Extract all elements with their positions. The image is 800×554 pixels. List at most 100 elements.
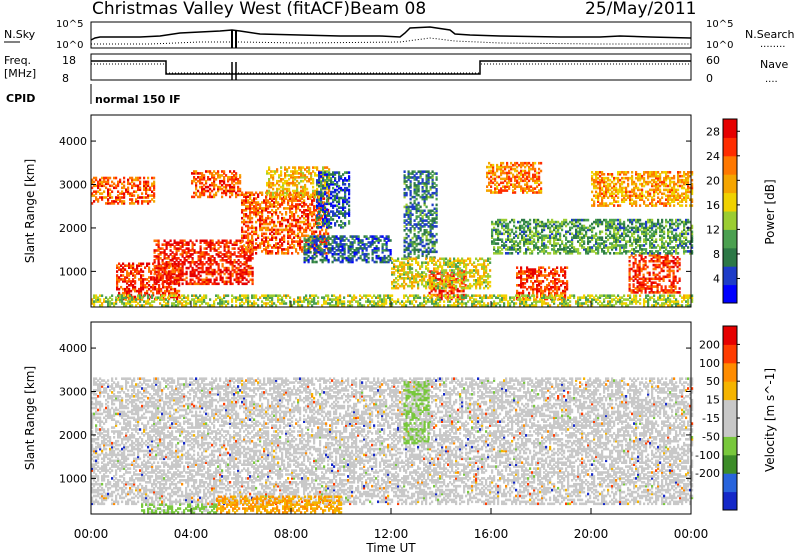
- pixel: [320, 204, 323, 208]
- pixel: [671, 176, 674, 180]
- pixel: [425, 257, 428, 261]
- pixel: [307, 207, 310, 210]
- pixel: [419, 267, 422, 270]
- pixel: [483, 267, 486, 270]
- pixel: [337, 252, 340, 256]
- pixel: [281, 213, 284, 216]
- pixel: [401, 284, 404, 288]
- pixel: [667, 176, 670, 180]
- pixel: [459, 259, 462, 262]
- pixel: [456, 293, 459, 297]
- pixel: [318, 192, 321, 196]
- pixel: [645, 196, 648, 199]
- pixel: [241, 191, 244, 195]
- pixel: [303, 251, 306, 254]
- pixel: [554, 282, 557, 285]
- pixel: [203, 239, 206, 243]
- pixel: [429, 259, 432, 262]
- pixel: [153, 276, 156, 280]
- pixel: [500, 167, 503, 171]
- pixel: [137, 184, 140, 188]
- pixel: [160, 274, 163, 277]
- pixel: [601, 200, 604, 203]
- pixel: [619, 171, 622, 174]
- pixel: [267, 216, 270, 220]
- pixel: [187, 255, 190, 258]
- pixel: [249, 195, 252, 198]
- pixel: [304, 176, 307, 179]
- pixel: [486, 175, 489, 179]
- pixel: [492, 171, 495, 175]
- pixel: [326, 183, 329, 186]
- pixel: [665, 178, 668, 182]
- pixel: [671, 180, 674, 184]
- pixel: [496, 185, 499, 188]
- pixel: [530, 270, 533, 273]
- pixel: [415, 217, 418, 220]
- pixel: [492, 191, 495, 194]
- pixel: [385, 237, 388, 240]
- pixel: [409, 191, 412, 195]
- pixel: [231, 185, 234, 189]
- pixel: [440, 297, 443, 301]
- pixel: [637, 173, 640, 176]
- pixel: [288, 195, 291, 199]
- pixel: [510, 177, 513, 181]
- pixel: [229, 191, 232, 195]
- pixel: [355, 258, 358, 262]
- pixel: [324, 210, 327, 213]
- pixel: [247, 236, 250, 239]
- pixel: [201, 172, 204, 175]
- pixel: [631, 190, 634, 194]
- pixel: [153, 268, 156, 272]
- pixel: [209, 259, 212, 262]
- pixel: [221, 278, 224, 282]
- pixel: [332, 206, 335, 209]
- pixel: [235, 195, 238, 199]
- pixel: [241, 199, 244, 202]
- pixel: [309, 245, 312, 248]
- pixel: [564, 270, 567, 273]
- pixel: [457, 280, 460, 284]
- pixel: [411, 277, 414, 280]
- pixel: [267, 226, 270, 230]
- pixel: [143, 186, 146, 190]
- pixel: [425, 189, 428, 193]
- pixel: [119, 178, 122, 182]
- pixel: [261, 201, 264, 204]
- pixel: [550, 291, 553, 295]
- pixel: [334, 204, 337, 208]
- pixel: [158, 276, 161, 279]
- pixel: [281, 224, 284, 228]
- pixel: [441, 282, 444, 286]
- pixel: [282, 178, 285, 181]
- pixel: [337, 249, 340, 252]
- pixel: [189, 255, 192, 258]
- pixel: [247, 270, 250, 274]
- pixel: [247, 248, 250, 251]
- pixel: [425, 238, 428, 242]
- pixel: [288, 178, 291, 181]
- pixel: [609, 202, 612, 205]
- pixel: [405, 248, 408, 252]
- pixel: [304, 191, 307, 195]
- pixel: [413, 188, 416, 191]
- pixel: [181, 261, 184, 264]
- pixel: [245, 272, 248, 276]
- pixel: [431, 261, 434, 264]
- pixel: [118, 268, 121, 271]
- pixel: [197, 172, 200, 175]
- pixel: [655, 190, 658, 194]
- pixel: [257, 193, 260, 196]
- pixel: [117, 198, 120, 201]
- pixel: [137, 202, 140, 205]
- pixel: [485, 265, 488, 268]
- pixel: [425, 265, 428, 268]
- pixel: [199, 262, 202, 266]
- pixel: [313, 199, 316, 202]
- pixel: [679, 178, 682, 182]
- pixel: [249, 272, 252, 276]
- pixel: [623, 198, 626, 201]
- pixel: [421, 280, 424, 284]
- pixel: [455, 280, 458, 284]
